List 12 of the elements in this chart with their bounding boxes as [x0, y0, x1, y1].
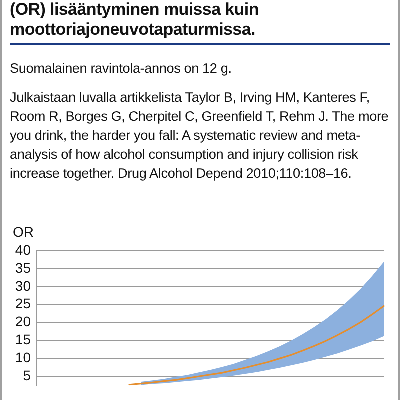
y-tick-label: 30 — [15, 278, 32, 294]
text: Suomalainen ravintola-annos on 12 g. — [10, 60, 233, 78]
y-tick-label: 40 — [15, 242, 32, 258]
y-tick-label: 25 — [15, 296, 32, 312]
y-axis-title: OR — [13, 223, 34, 241]
text: Julkaistaan luvalla artikkelista Taylor B, Irving HM, Kanteres F, Room R, Borges G, Cherpitel C, Greenfield T, Rehm J. The more you drink, the harder you fall: A systematic review and meta-analysis of how alcohol consumption and injury collision risk increase together. Drug Alcohol Depend 2010;110:108–16. — [10, 89, 390, 183]
y-tick-label: 20 — [15, 314, 32, 330]
y-tick-label: 5 — [23, 367, 32, 384]
y-tick-label: 15 — [15, 332, 32, 348]
y-tick-label: 35 — [15, 260, 32, 276]
chart-title: (OR) lisääntyminen muissa kuin moottoriajoneuvotapaturmissa. — [10, 0, 390, 45]
y-tick-label: 10 — [15, 350, 32, 366]
